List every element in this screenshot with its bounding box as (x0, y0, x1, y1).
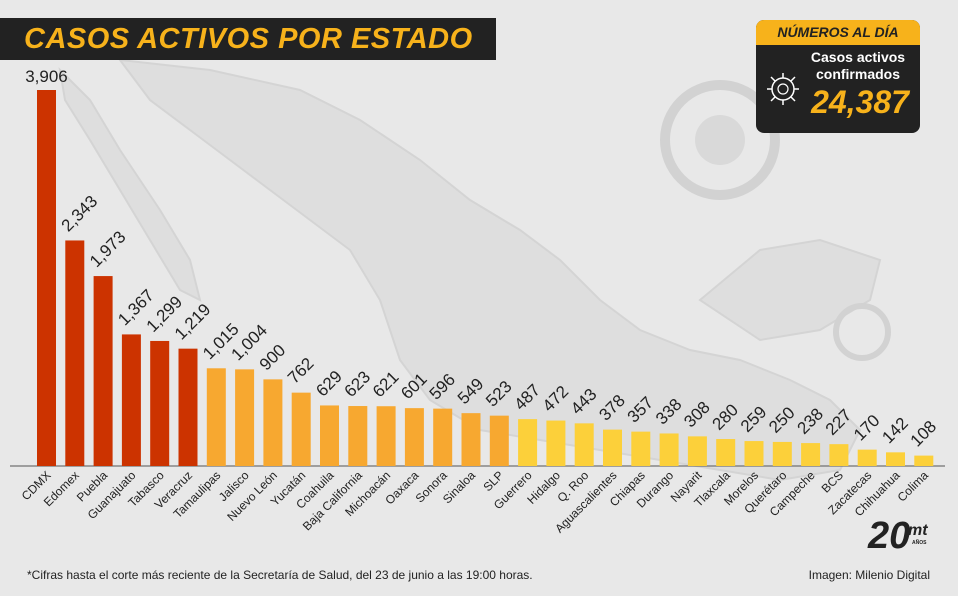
value-label-30: 142 (878, 414, 911, 447)
value-label-26: 250 (765, 403, 798, 436)
bar-31 (914, 455, 934, 466)
bar-1 (65, 240, 85, 466)
tick-label-31: Colima (895, 468, 932, 505)
logo-sub: AÑOS (912, 540, 927, 546)
value-label-10: 629 (312, 367, 345, 400)
bar-15 (461, 413, 481, 466)
value-label-24: 280 (709, 400, 742, 433)
bar-29 (857, 449, 877, 466)
logo-brand: mt (908, 522, 928, 539)
bar-28 (829, 444, 849, 466)
value-label-13: 601 (397, 369, 430, 402)
value-label-29: 170 (850, 411, 883, 444)
bar-5 (178, 348, 198, 466)
value-label-16: 523 (482, 377, 515, 410)
virus-icon (767, 73, 799, 105)
footnote: *Cifras hasta el corte más reciente de l… (27, 568, 533, 582)
bar-17 (518, 419, 538, 466)
bar-4 (150, 340, 170, 466)
bar-10 (320, 405, 339, 466)
value-label-1: 2,343 (58, 192, 102, 236)
bar-16 (489, 415, 509, 466)
value-label-15: 549 (454, 374, 487, 407)
value-label-9: 762 (284, 354, 317, 387)
bar-0 (37, 90, 56, 466)
bar-11 (348, 406, 368, 466)
bar-30 (886, 452, 905, 466)
bar-7 (235, 369, 255, 466)
summary-total: 24,387 (811, 84, 909, 120)
bar-22 (659, 433, 679, 466)
value-label-18: 472 (539, 382, 572, 415)
title-bar: CASOS ACTIVOS POR ESTADO (0, 18, 496, 60)
bar-24 (716, 439, 736, 466)
tick-label-15: Sinaloa (440, 468, 478, 506)
value-label-0: 3,906 (25, 67, 68, 86)
value-label-28: 227 (822, 405, 855, 438)
bar-3 (121, 334, 141, 466)
bar-25 (744, 441, 764, 466)
bar-26 (772, 441, 792, 466)
bar-13 (404, 408, 424, 466)
value-label-20: 378 (595, 391, 628, 424)
value-label-19: 443 (567, 385, 600, 418)
chart-title: CASOS ACTIVOS POR ESTADO (24, 23, 473, 55)
logo-number: 20 (868, 515, 911, 557)
bar-9 (291, 392, 311, 466)
bar-14 (433, 408, 453, 466)
bar-27 (801, 443, 821, 466)
value-label-27: 238 (793, 404, 826, 437)
value-label-22: 338 (652, 395, 685, 428)
value-label-8: 900 (256, 341, 289, 374)
background-virus-icon-small (833, 303, 891, 361)
bar-6 (206, 368, 226, 466)
milenio-20-years-logo: 20 mt AÑOS (868, 516, 938, 560)
image-credit: Imagen: Milenio Digital (808, 568, 930, 582)
bar-21 (631, 431, 651, 466)
value-label-25: 259 (737, 402, 770, 435)
bar-20 (603, 429, 622, 466)
bar-2 (93, 276, 113, 466)
value-label-14: 596 (426, 370, 459, 403)
baja-peninsula-silhouette (58, 67, 202, 302)
summary-box: NÚMEROS AL DÍA Casos activos confirmados… (756, 20, 920, 133)
bar-8 (263, 379, 283, 466)
bar-18 (546, 420, 566, 466)
background-virus-icon (660, 80, 780, 200)
mexico-map-silhouette (117, 58, 862, 482)
value-label-17: 487 (510, 380, 543, 413)
bar-23 (687, 436, 707, 466)
value-label-12: 621 (369, 368, 402, 401)
value-label-2: 1,973 (86, 227, 130, 271)
value-label-21: 357 (624, 393, 657, 426)
value-label-31: 108 (907, 417, 940, 450)
summary-label: Casos activos confirmados (810, 49, 906, 82)
bar-12 (376, 406, 396, 466)
bar-19 (574, 423, 594, 466)
value-label-11: 623 (341, 367, 374, 400)
summary-header: NÚMEROS AL DÍA (756, 20, 920, 45)
value-label-23: 308 (680, 398, 713, 431)
yucatan-silhouette (698, 238, 882, 342)
